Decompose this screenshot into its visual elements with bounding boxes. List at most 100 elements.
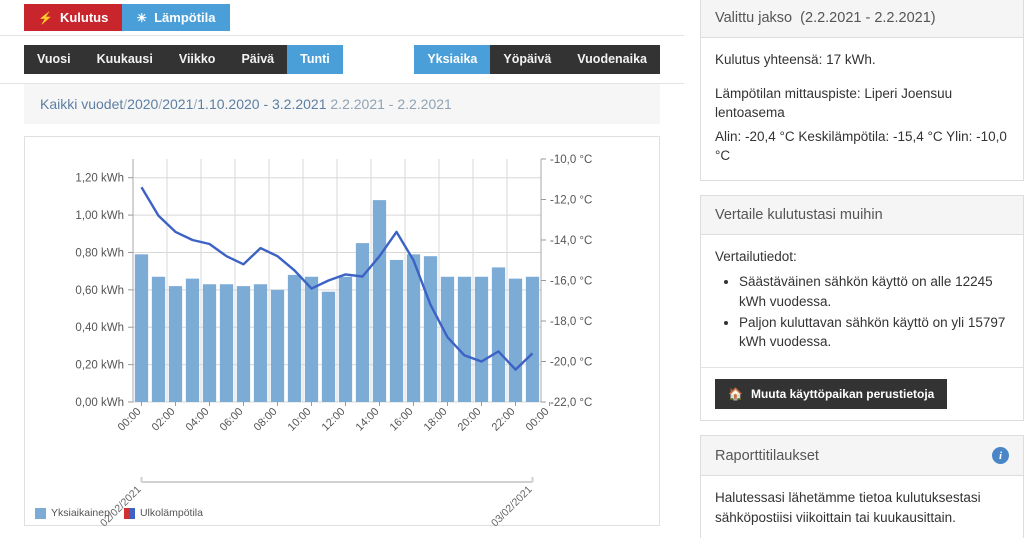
svg-text:02:00: 02:00: [150, 406, 178, 434]
bar: [202, 284, 217, 402]
tab-bars: Vuosi Kuukausi Viikko Päivä Tunti Yksiai…: [0, 36, 684, 79]
tab-tunti[interactable]: Tunti: [287, 45, 343, 75]
compare-lead-text: Vertailutiedot:: [715, 248, 797, 264]
svg-text:-20,0 °C: -20,0 °C: [550, 357, 592, 369]
legend-label-yksiaikainen: Yksiaikainen: [51, 507, 110, 519]
legend-swatch-bar: [35, 507, 46, 519]
list-item: Paljon kuluttavan sähkön käyttö on yli 1…: [739, 313, 1009, 351]
temperature-button[interactable]: ☀ Lämpötila: [122, 4, 230, 31]
bar: [423, 256, 438, 402]
info-icon[interactable]: i: [992, 447, 1009, 464]
svg-text:02/02/2021: 02/02/2021: [98, 484, 144, 527]
bar: [474, 276, 489, 402]
svg-text:06:00: 06:00: [218, 406, 246, 434]
panel-compare-body: Vertailutiedot: Säästäväinen sähkön käyt…: [701, 235, 1023, 367]
legend-item-yksiaikainen: Yksiaikainen: [35, 507, 110, 519]
breadcrumb-year-2021[interactable]: 2021: [162, 96, 194, 112]
bar: [304, 276, 319, 402]
chart-legend: Yksiaikainen Ulkolämpötila: [35, 507, 203, 519]
breadcrumb-all-years[interactable]: Kaikki vuodet: [40, 96, 124, 112]
panel-compare-footer: 🏠 Muuta käyttöpaikan perustietoja: [701, 367, 1023, 420]
breadcrumb-sep-1: /: [123, 96, 128, 112]
bar: [338, 276, 353, 402]
mode-toolbar: ⚡ Kulutus ☀ Lämpötila: [0, 0, 684, 31]
bar: [508, 278, 523, 402]
bar: [185, 278, 200, 402]
bar: [406, 254, 421, 402]
reports-description-text: Halutessasi lähetämme tietoa kulutuksest…: [715, 490, 981, 525]
panel-selected-period-title: Valittu jakso (2.2.2021 - 2.2.2021): [715, 10, 936, 26]
svg-text:00:00: 00:00: [116, 406, 144, 434]
bar: [236, 286, 251, 402]
svg-text:08:00: 08:00: [252, 406, 280, 434]
panel-selected-period-range: (2.2.2021 - 2.2.2021): [800, 10, 936, 26]
legend-label-ulkolampotila: Ulkolämpötila: [139, 507, 203, 519]
breadcrumb-current: 2.2.2021 - 2.2.2021: [330, 96, 452, 112]
consumption-button[interactable]: ⚡ Kulutus: [24, 4, 123, 31]
consumption-button-label: Kulutus: [59, 10, 109, 25]
svg-text:-14,0 °C: -14,0 °C: [550, 235, 592, 247]
svg-text:14:00: 14:00: [354, 406, 382, 434]
sidebar: Valittu jakso (2.2.2021 - 2.2.2021) Kulu…: [700, 0, 1024, 538]
svg-text:18:00: 18:00: [422, 406, 450, 434]
svg-text:22:00: 22:00: [490, 406, 518, 434]
panel-selected-period-header: Valittu jakso (2.2.2021 - 2.2.2021): [701, 0, 1023, 38]
chart-card: 0,00 kWh 0,20 kWh 0,40 kWh 0,60 kWh 0,80 kWh…: [24, 136, 661, 527]
toolbar-divider: [0, 35, 684, 36]
svg-text:1,00 kWh: 1,00 kWh: [75, 210, 124, 222]
panel-selected-period-body: Kulutus yhteensä: 17 kWh. Lämpötilan mit…: [701, 38, 1023, 180]
svg-text:-10,0 °C: -10,0 °C: [550, 154, 592, 166]
total-consumption-text: Kulutus yhteensä: 17 kWh.: [715, 52, 876, 67]
breadcrumb-wrap: Kaikki vuodet/2020/2021/1.10.2020 - 3.2.…: [0, 84, 684, 124]
bar: [491, 267, 506, 402]
list-item: Säästäväinen sähkön käyttö on alle 12245…: [739, 272, 1009, 310]
breadcrumb-range-season[interactable]: 1.10.2020 - 3.2.2021: [197, 96, 327, 112]
breadcrumb-sep-2: /: [158, 96, 163, 112]
mode-button-group: ⚡ Kulutus ☀ Lämpötila: [24, 4, 230, 31]
bar: [134, 254, 149, 402]
svg-text:-16,0 °C: -16,0 °C: [550, 276, 592, 288]
panel-selected-period: Valittu jakso (2.2.2021 - 2.2.2021) Kulu…: [700, 0, 1024, 181]
bar: [355, 243, 370, 402]
tab-kuukausi[interactable]: Kuukausi: [96, 52, 153, 66]
bolt-icon: ⚡: [38, 10, 53, 25]
tariff-tab-group: Yksiaika Yöpäivä Vuodenaika: [414, 45, 660, 75]
bar: [525, 276, 540, 402]
bar: [219, 284, 234, 402]
bar: [168, 286, 183, 402]
bar: [253, 284, 268, 402]
bar: [389, 259, 404, 402]
tab-viikko[interactable]: Viikko: [178, 52, 216, 66]
breadcrumb-year-2020[interactable]: 2020: [127, 96, 159, 112]
svg-text:-22,0 °C: -22,0 °C: [550, 397, 592, 409]
panel-reports-title: Raporttitilaukset: [715, 447, 819, 464]
legend-swatch-line: [123, 507, 135, 519]
home-icon: 🏠: [728, 387, 743, 401]
measuring-point-text: Lämpötilan mittauspiste: Liperi Joensuu …: [715, 85, 953, 121]
temperature-line: [140, 186, 534, 371]
svg-text:04:00: 04:00: [184, 406, 212, 434]
panel-compare-header: Vertaile kulutustasi muihin: [701, 195, 1023, 235]
panel-reports: Raporttitilaukset i Halutessasi lähetämm…: [700, 435, 1024, 538]
bar: [321, 291, 336, 402]
panel-reports-header: Raporttitilaukset i: [701, 436, 1023, 476]
energy-temperature-chart[interactable]: 0,00 kWh 0,20 kWh 0,40 kWh 0,60 kWh 0,80 kWh…: [25, 137, 661, 527]
tab-vuosi[interactable]: Vuosi: [37, 52, 71, 66]
sun-icon: ☀: [136, 10, 148, 25]
breadcrumb-sep-3: /: [193, 96, 198, 112]
svg-text:0,20 kWh: 0,20 kWh: [75, 360, 124, 372]
svg-text:-12,0 °C: -12,0 °C: [550, 195, 592, 207]
tab-yksiaika[interactable]: Yksiaika: [414, 45, 491, 75]
tab-vuodenaika[interactable]: Vuodenaika: [577, 52, 647, 66]
svg-text:20:00: 20:00: [456, 406, 484, 434]
edit-site-details-button[interactable]: 🏠 Muuta käyttöpaikan perustietoja: [715, 379, 948, 409]
period-tab-group: Vuosi Kuukausi Viikko Päivä Tunti: [24, 45, 343, 75]
tab-paiva[interactable]: Päivä: [241, 52, 275, 66]
bar: [270, 289, 285, 402]
bar: [440, 276, 455, 402]
temperature-button-label: Lämpötila: [154, 10, 216, 25]
svg-text:1,20 kWh: 1,20 kWh: [75, 173, 124, 185]
tab-yopaiva[interactable]: Yöpäivä: [503, 52, 552, 66]
svg-text:0,40 kWh: 0,40 kWh: [75, 322, 124, 334]
